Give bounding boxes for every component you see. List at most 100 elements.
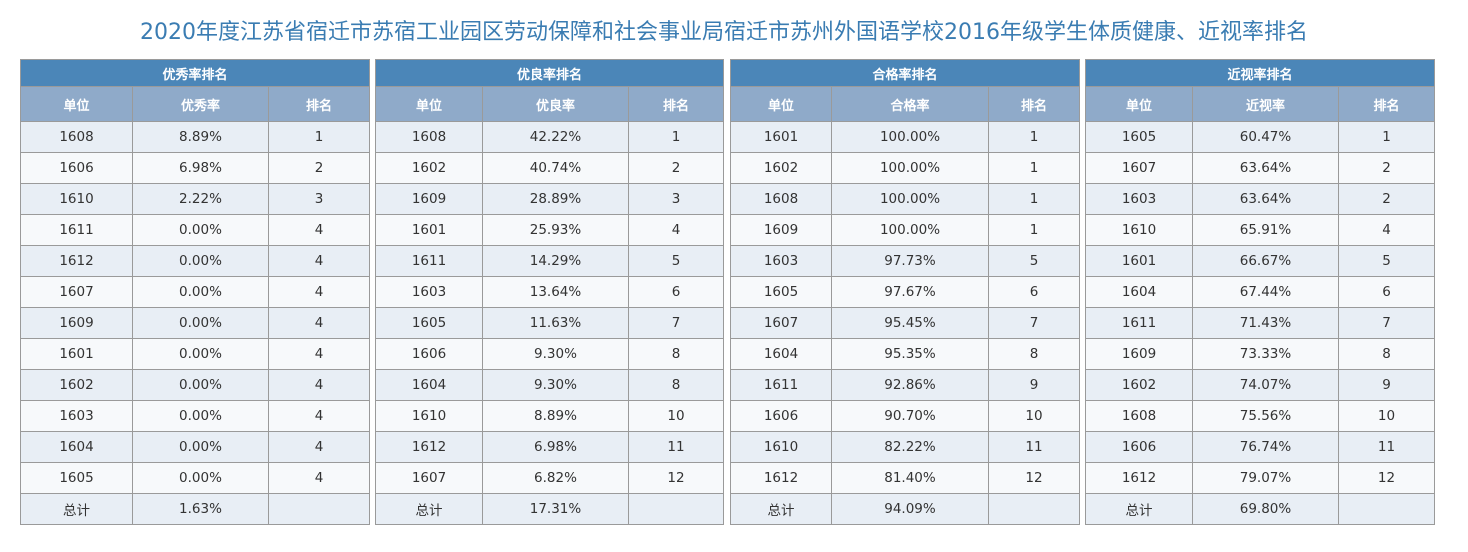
rate-cell: 0.00% (132, 369, 269, 401)
unit-cell: 1609 (730, 214, 832, 246)
rank-cell: 4 (627, 214, 725, 246)
column-header: 排名 (627, 86, 725, 122)
total-row: 总计 1.63% (20, 493, 371, 525)
rate-cell: 42.22% (482, 121, 629, 153)
rank-cell: 8 (627, 338, 725, 370)
rate-cell: 76.74% (1192, 431, 1339, 463)
rate-cell: 14.29% (482, 245, 629, 277)
rank-cell: 12 (1337, 462, 1436, 494)
rank-cell: 4 (1337, 214, 1436, 246)
page-title: 2020年度江苏省宿迁市苏宿工业园区劳动保障和社会事业局宿迁市苏州外国语学校20… (140, 20, 1308, 45)
rank-cell: 4 (267, 369, 371, 401)
unit-cell: 1608 (1085, 400, 1193, 432)
unit-cell: 1602 (20, 369, 133, 401)
table-row: 1612 0.00% 4 (20, 245, 371, 277)
rate-cell: 0.00% (132, 307, 269, 339)
total-row: 总计 94.09% (730, 493, 1081, 525)
table-row: 1607 95.45% 7 (730, 307, 1081, 339)
rank-cell: 9 (987, 369, 1081, 401)
rate-cell: 100.00% (831, 121, 989, 153)
rank-cell: 2 (1337, 183, 1436, 215)
rank-cell: 10 (987, 400, 1081, 432)
rate-cell: 65.91% (1192, 214, 1339, 246)
unit-cell: 1606 (20, 152, 133, 184)
table-row: 1608 75.56% 10 (1085, 400, 1436, 432)
rate-cell: 66.67% (1192, 245, 1339, 277)
rate-cell: 97.73% (831, 245, 989, 277)
table-row: 1608 8.89% 1 (20, 121, 371, 153)
rate-cell: 81.40% (831, 462, 989, 494)
rank-cell: 5 (987, 245, 1081, 277)
total-row: 总计 69.80% (1085, 493, 1436, 525)
rate-cell: 100.00% (831, 183, 989, 215)
rank-cell: 4 (267, 338, 371, 370)
column-header: 排名 (1337, 86, 1436, 122)
table-row: 1601 0.00% 4 (20, 338, 371, 370)
table-row: 1612 6.98% 11 (375, 431, 725, 463)
table-row: 1610 2.22% 3 (20, 183, 371, 215)
unit-cell: 1612 (375, 431, 483, 463)
unit-cell: 1602 (730, 152, 832, 184)
rate-cell: 63.64% (1192, 183, 1339, 215)
column-header: 近视率 (1192, 86, 1339, 122)
rate-cell: 6.98% (482, 431, 629, 463)
table-row: 1605 60.47% 1 (1085, 121, 1436, 153)
total-rank (627, 493, 725, 525)
unit-cell: 1611 (375, 245, 483, 277)
unit-cell: 1610 (1085, 214, 1193, 246)
column-header: 单位 (730, 86, 832, 122)
rate-cell: 63.64% (1192, 152, 1339, 184)
column-header: 单位 (20, 86, 133, 122)
rank-cell: 1 (267, 121, 371, 153)
rank-cell: 1 (987, 183, 1081, 215)
rate-cell: 8.89% (132, 121, 269, 153)
total-rate: 94.09% (831, 493, 989, 525)
table-row: 1610 82.22% 11 (730, 431, 1081, 463)
table-row: 1611 0.00% 4 (20, 214, 371, 246)
table-row: 1607 0.00% 4 (20, 276, 371, 308)
rate-cell: 100.00% (831, 214, 989, 246)
rate-cell: 13.64% (482, 276, 629, 308)
table-row: 1611 92.86% 9 (730, 369, 1081, 401)
table-row: 1604 95.35% 8 (730, 338, 1081, 370)
rate-cell: 95.35% (831, 338, 989, 370)
table-row: 1602 40.74% 2 (375, 152, 725, 184)
table-row: 1605 11.63% 7 (375, 307, 725, 339)
rate-cell: 40.74% (482, 152, 629, 184)
table-row: 1606 90.70% 10 (730, 400, 1081, 432)
rank-cell: 2 (267, 152, 371, 184)
column-header: 合格率 (831, 86, 989, 122)
good-rate-table-wrapper: 优良率排名 单位 优良率 排名 1608 42.22% 1 1602 40.74% 2 1609 28… (374, 59, 725, 525)
rank-cell: 11 (627, 431, 725, 463)
total-rate: 17.31% (482, 493, 629, 525)
table-row: 1603 0.00% 4 (20, 400, 371, 432)
table-caption: 优秀率排名 (19, 59, 371, 87)
unit-cell: 1611 (1085, 307, 1193, 339)
table-row: 1604 0.00% 4 (20, 431, 371, 463)
rank-cell: 5 (627, 245, 725, 277)
rate-cell: 75.56% (1192, 400, 1339, 432)
unit-cell: 1609 (20, 307, 133, 339)
rank-cell: 12 (627, 462, 725, 494)
rank-cell: 12 (987, 462, 1081, 494)
total-rate: 69.80% (1192, 493, 1339, 525)
unit-cell: 1604 (1085, 276, 1193, 308)
rate-cell: 8.89% (482, 400, 629, 432)
total-label: 总计 (1085, 493, 1193, 525)
rank-cell: 1 (1337, 121, 1436, 153)
rate-cell: 67.44% (1192, 276, 1339, 308)
rank-cell: 4 (267, 276, 371, 308)
rank-cell: 7 (987, 307, 1081, 339)
rank-cell: 8 (987, 338, 1081, 370)
table-row: 1611 14.29% 5 (375, 245, 725, 277)
rate-cell: 9.30% (482, 369, 629, 401)
table-row: 1603 97.73% 5 (730, 245, 1081, 277)
table-row: 1601 25.93% 4 (375, 214, 725, 246)
rate-cell: 0.00% (132, 400, 269, 432)
rate-cell: 6.98% (132, 152, 269, 184)
table-row: 1609 0.00% 4 (20, 307, 371, 339)
rank-cell: 6 (627, 276, 725, 308)
table-row: 1611 71.43% 7 (1085, 307, 1436, 339)
rank-cell: 4 (267, 214, 371, 246)
rate-cell: 0.00% (132, 338, 269, 370)
